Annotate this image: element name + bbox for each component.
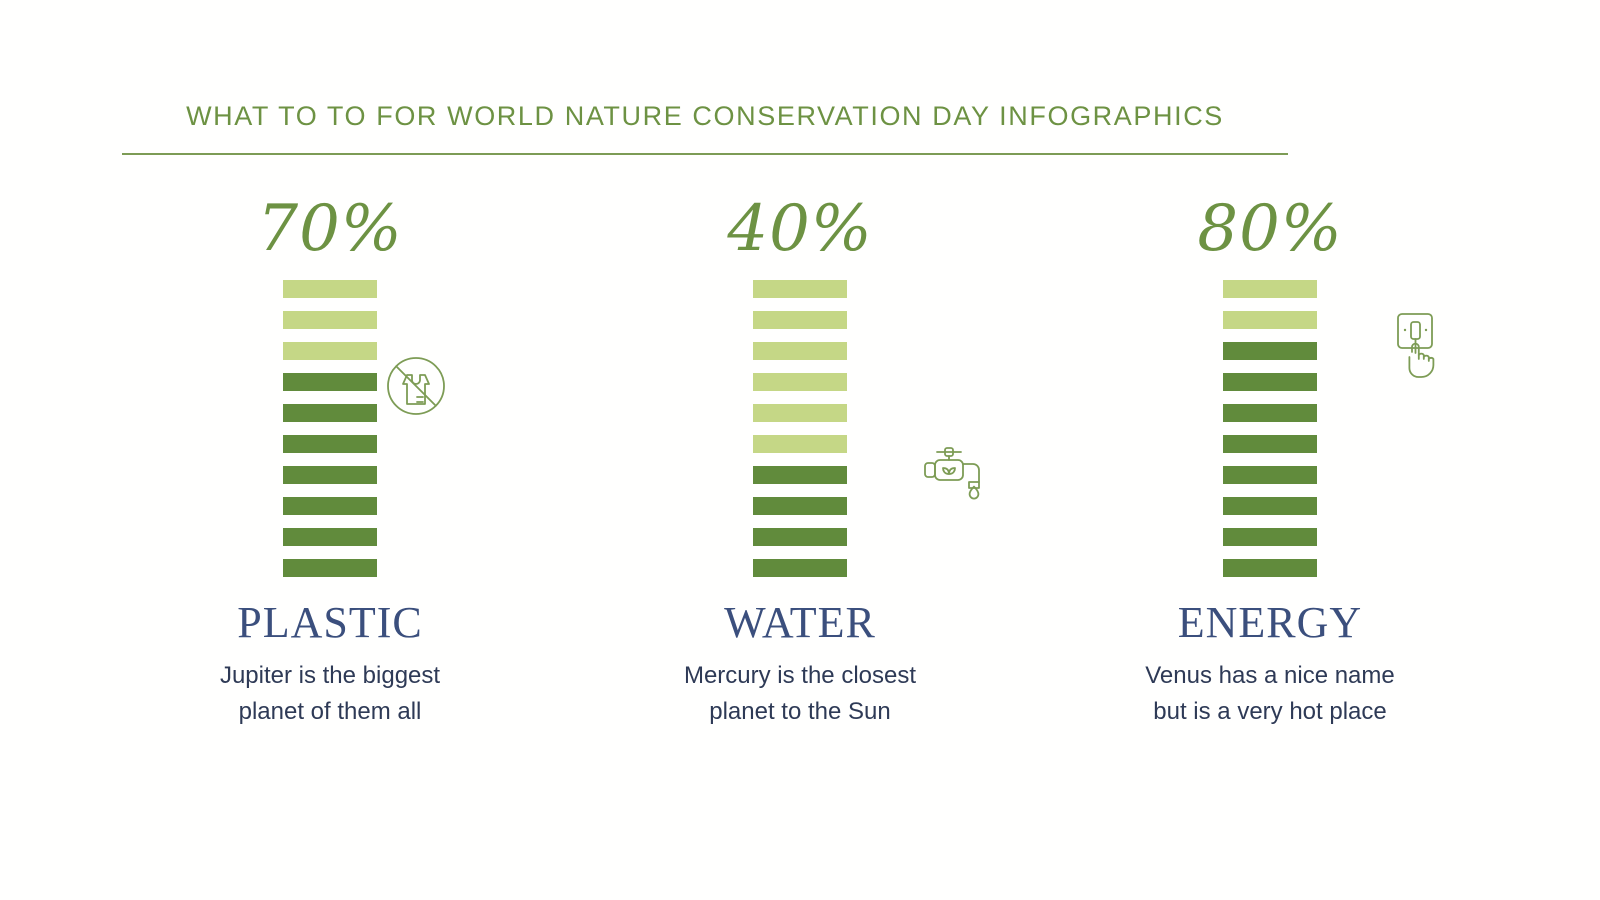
bar-segment-filled [283,466,377,484]
bar-segment-empty [753,404,847,422]
bar-segment-empty [753,373,847,391]
bar-segment-filled [283,373,377,391]
bar-segment-filled [1223,528,1317,546]
bar-segment-filled [283,435,377,453]
category-description-plastic: Jupiter is the biggest planet of them al… [115,658,545,730]
bar-segment-empty [753,435,847,453]
bar-segment-filled [283,559,377,577]
infographic-column-plastic: 70% [95,190,565,730]
bar-segment-filled [1223,404,1317,422]
description-line-2: planet to the Sun [709,698,891,726]
bar-segment-filled [1223,497,1317,515]
category-description-energy: Venus has a nice name but is a very hot … [1055,658,1485,730]
percent-label-energy: 80% [1197,192,1343,266]
bar-segment-empty [753,311,847,329]
segmented-bar-energy [1223,268,1317,578]
bar-segment-filled [283,528,377,546]
bar-segment-empty [283,280,377,298]
bar-segment-filled [753,528,847,546]
bar-stack-row-plastic [95,268,565,578]
bar-segment-filled [1223,559,1317,577]
description-line-1: Venus has a nice name [1145,662,1395,690]
title-divider [122,153,1288,156]
bar-stack-row-energy [1035,268,1505,578]
page-title: WHAT TO TO FOR WORLD NATURE CONSERVATION… [186,101,1224,131]
bar-stack-row-water [565,268,1035,578]
bar-segment-empty [753,280,847,298]
bar-segment-empty [283,311,377,329]
bar-segment-filled [753,497,847,515]
category-name-water: WATER [724,598,876,647]
category-name-plastic: PLASTIC [237,598,423,647]
percent-label-plastic: 70% [257,192,403,266]
category-name-energy: ENERGY [1177,598,1363,647]
bar-segment-filled [1223,373,1317,391]
bar-segment-filled [1223,342,1317,360]
caption-water: WATER Mercury is the closest planet to t… [585,598,1015,730]
bar-segment-empty [1223,311,1317,329]
percent-label-water: 40% [727,192,873,266]
description-line-1: Mercury is the closest [683,662,917,690]
bar-segment-filled [753,466,847,484]
slide-header: WHAT TO TO FOR WORLD NATURE CONSERVATION… [122,100,1288,156]
category-description-water: Mercury is the closest planet to the Sun [585,658,1015,730]
light-switch-hand-icon [1390,310,1442,382]
water-faucet-icon [917,438,989,510]
description-line-2: but is a very hot place [1153,698,1387,726]
bar-segment-filled [1223,435,1317,453]
caption-plastic: PLASTIC Jupiter is the biggest planet of… [115,598,545,730]
infographic-column-energy: 80% [1035,190,1505,730]
description-line-2: planet of them all [238,698,422,726]
bar-segment-filled [283,404,377,422]
bar-segment-empty [283,342,377,360]
bar-segment-empty [1223,280,1317,298]
infographic-columns: 70% [0,190,1600,730]
bar-segment-empty [753,342,847,360]
bar-segment-filled [283,497,377,515]
bar-segment-filled [753,559,847,577]
caption-energy: ENERGY Venus has a nice name but is a ve… [1055,598,1485,730]
segmented-bar-water [753,268,847,578]
bar-segment-filled [1223,466,1317,484]
segmented-bar-plastic [283,268,377,578]
infographic-column-water: 40% [565,190,1035,730]
no-plastic-bag-icon [383,353,449,419]
description-line-1: Jupiter is the biggest [219,662,441,690]
